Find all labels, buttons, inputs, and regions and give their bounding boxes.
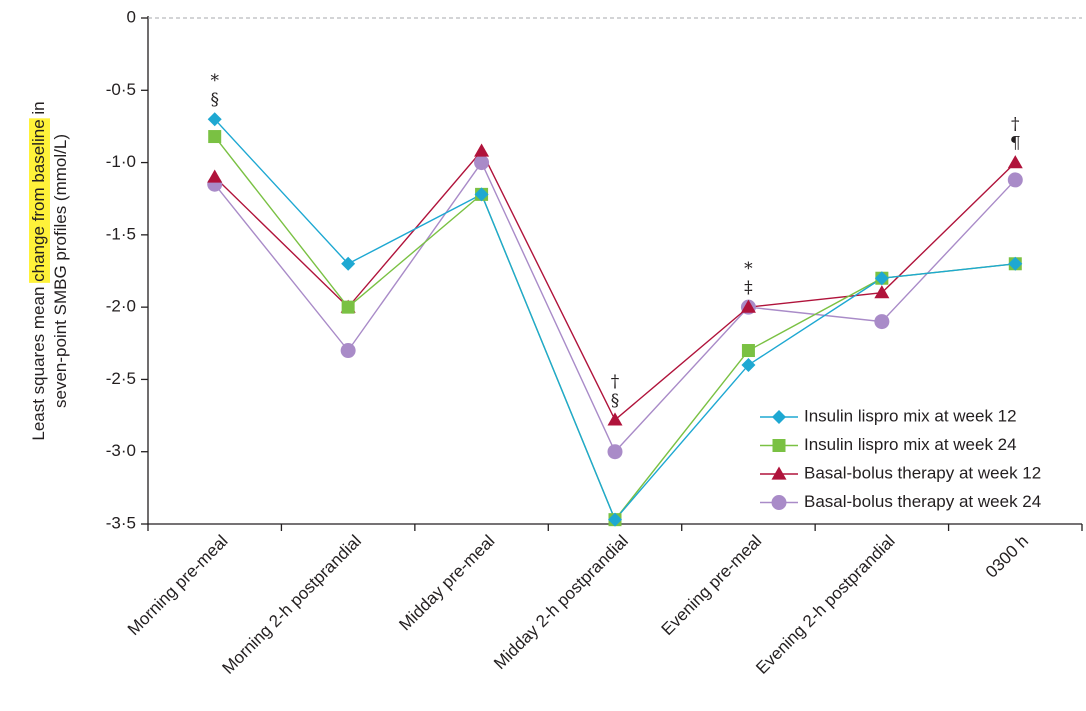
y-tick-label: 0	[127, 7, 136, 26]
y-axis-label-highlighted: change from baseline	[29, 119, 48, 282]
significance-symbol: *	[744, 259, 753, 279]
significance-symbol: ¶	[1010, 134, 1021, 154]
x-tick-label: Morning 2-h postprandial	[219, 531, 365, 677]
significance-symbol: §	[611, 391, 620, 411]
data-point	[607, 444, 623, 460]
y-axis-label-text: seven-point SMBG profiles (mmol/L)	[51, 134, 70, 408]
x-tick-label: Midday 2-h postprandial	[490, 531, 632, 673]
data-point	[607, 412, 623, 426]
legend-swatch-marker	[772, 439, 786, 452]
data-point	[207, 169, 223, 183]
data-point	[474, 187, 489, 202]
legend: Insulin lispro mix at week 12 Insulin lis…	[760, 406, 1041, 511]
y-tick-label: -2·5	[106, 369, 136, 388]
series-line	[214, 136, 1016, 522]
legend-item: Insulin lispro mix at week 24	[760, 435, 1017, 454]
y-tick-label: -2·0	[106, 297, 136, 316]
x-tick-label: Evening 2-h postprandial	[752, 531, 898, 677]
data-point	[208, 130, 222, 144]
svg-text:Least squares mean change from: Least squares mean change from baseline …	[29, 101, 48, 440]
legend-swatch-marker	[772, 410, 786, 424]
data-point	[474, 143, 490, 157]
legend-swatch-marker	[771, 466, 787, 480]
significance-symbol: *	[210, 71, 219, 91]
data-point	[608, 512, 622, 527]
significance-symbol: §	[210, 90, 219, 110]
data-point	[207, 112, 222, 127]
x-tick-label: 0300 h	[982, 531, 1032, 581]
legend-label: Insulin lispro mix at week 12	[804, 406, 1017, 425]
data-point	[741, 344, 755, 358]
legend-item: Insulin lispro mix at week 12	[760, 406, 1017, 425]
data-point	[341, 300, 355, 314]
y-tick-label: -3·5	[106, 513, 136, 532]
y-axis-label-text: in	[29, 101, 48, 119]
data-point	[340, 343, 356, 359]
data-point	[341, 256, 356, 271]
legend-label: Insulin lispro mix at week 24	[804, 435, 1017, 454]
data-point	[1007, 155, 1023, 169]
significance-annotations: *§†§*‡†¶	[210, 71, 1020, 411]
data-point	[740, 299, 756, 313]
y-ticks: 0 -0·5 -1·0 -1·5 -2·0 -2·5 -3·0 -3·5	[106, 7, 148, 532]
svg-text:seven-point SMBG profiles (mmo: seven-point SMBG profiles (mmol/L)	[51, 134, 70, 408]
y-axis-label-line: seven-point SMBG profiles (mmol/L)	[51, 134, 70, 408]
significance-symbol: †	[1011, 115, 1020, 135]
x-tick-label: Evening pre-meal	[658, 531, 766, 639]
significance-symbol: ‡	[744, 278, 753, 298]
data-point	[874, 271, 889, 286]
y-tick-label: -3·0	[106, 441, 136, 460]
y-tick-label: -0·5	[106, 80, 136, 99]
data-point	[474, 155, 490, 171]
data-point	[1008, 256, 1023, 271]
y-axis-label-text: Least squares mean	[29, 282, 48, 441]
data-point	[874, 314, 890, 330]
data-point	[1007, 172, 1023, 188]
y-axis-label-line: Least squares mean change from baseline …	[29, 101, 50, 441]
significance-symbol: †	[611, 372, 620, 392]
x-tick-label: Morning pre-meal	[124, 531, 232, 639]
legend-label: Basal-bolus therapy at week 24	[804, 492, 1041, 511]
legend-item: Basal-bolus therapy at week 24	[760, 492, 1041, 511]
legend-label: Basal-bolus therapy at week 12	[804, 463, 1041, 482]
data-point	[874, 285, 890, 299]
x-tick-label: Midday pre-meal	[395, 531, 498, 634]
series-lines	[214, 118, 1016, 522]
y-tick-label: -1·5	[106, 224, 136, 243]
legend-swatch-marker	[771, 495, 787, 510]
series-markers	[207, 112, 1023, 527]
data-point	[741, 357, 756, 372]
y-axis-label-highlight	[29, 118, 50, 283]
legend-item: Basal-bolus therapy at week 12	[760, 463, 1041, 482]
series-line	[214, 118, 1016, 521]
y-tick-label: -1·0	[106, 152, 136, 171]
y-axis-label: Least squares mean change from baseline …	[29, 101, 70, 441]
